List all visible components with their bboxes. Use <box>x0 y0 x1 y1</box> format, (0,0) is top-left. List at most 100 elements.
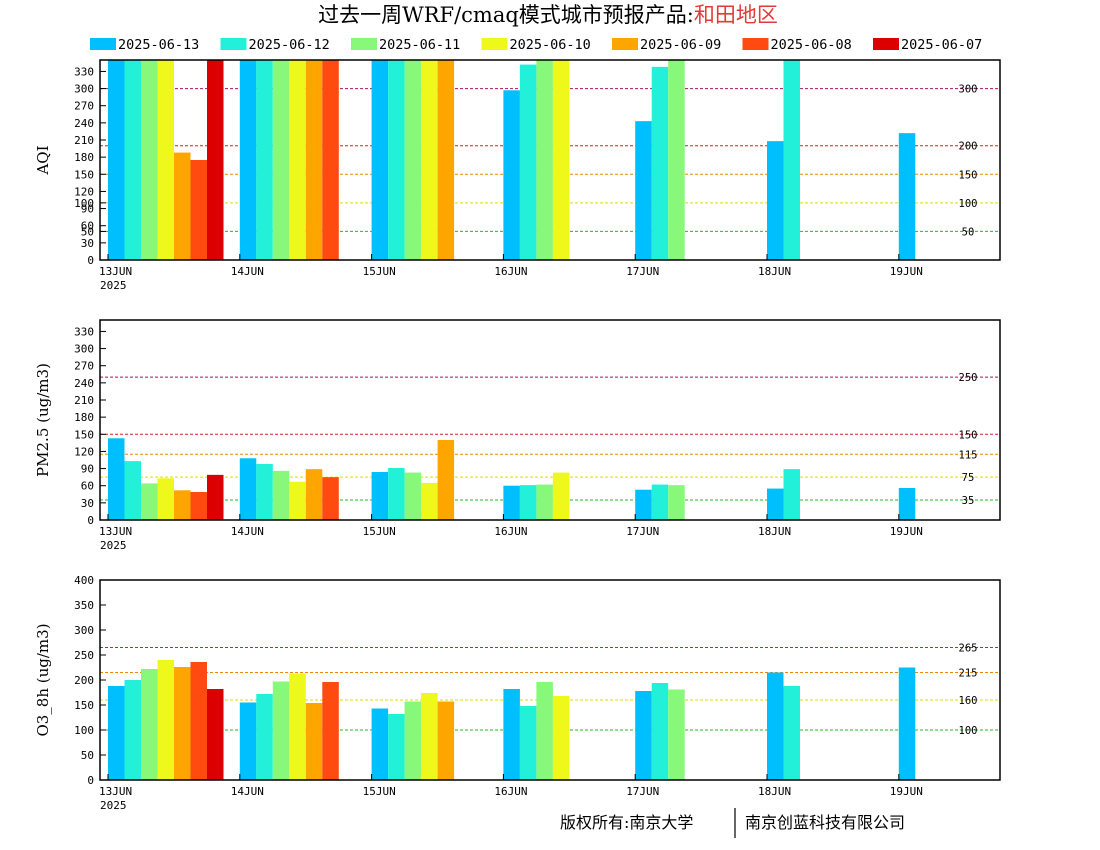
bar-2025-06-12-17JUN <box>651 683 669 780</box>
x-tick-label-14JUN: 14JUN <box>231 525 264 538</box>
y-tick-label-150: 150 <box>74 699 94 712</box>
bar-2025-06-13-19JUN <box>898 488 916 520</box>
threshold-label-35: 35 <box>962 495 975 507</box>
bar-2025-06-09-14JUN <box>305 60 323 260</box>
bar-2025-06-12-13JUN <box>124 461 141 520</box>
y-axis-label: O3_8h (ug/m3) <box>34 623 52 736</box>
bar-2025-06-12-15JUN <box>388 60 405 260</box>
bar-2025-06-12-16JUN <box>519 706 537 780</box>
y-tick-label-180: 180 <box>74 411 94 424</box>
bar-2025-06-09-15JUN <box>437 440 455 520</box>
y-tick-label-30: 30 <box>81 497 94 510</box>
bar-2025-06-10-14JUN <box>289 481 306 520</box>
bar-2025-06-08-13JUN <box>190 492 207 520</box>
threshold-label-250: 250 <box>959 372 978 384</box>
y-tick-label-0: 0 <box>87 254 94 267</box>
y-tick-label-250: 250 <box>74 649 94 662</box>
x-tick-label-16JUN: 16JUN <box>494 785 527 798</box>
threshold-label-115: 115 <box>959 449 978 461</box>
bar-2025-06-12-15JUN <box>388 468 405 520</box>
bar-2025-06-11-13JUN <box>141 483 158 520</box>
bar-2025-06-12-16JUN <box>519 64 537 260</box>
pm25-panel: 250 150 115 75 35 0 30 60 90 120 150 180 210 240 270 30… <box>34 319 1001 552</box>
legend-swatch-2025-06-13 <box>90 38 116 50</box>
bar-2025-06-09-13JUN <box>174 152 191 260</box>
y-tick-label-300: 300 <box>74 343 94 356</box>
legend-label-2025-06-11: 2025-06-11 <box>379 37 460 53</box>
bar-2025-06-12-18JUN <box>783 469 800 520</box>
x-year-label: 2025 <box>100 539 127 552</box>
legend-label-2025-06-08: 2025-06-08 <box>771 37 852 53</box>
y-axis-label: AQI <box>34 145 52 175</box>
bar-2025-06-07-13JUN <box>207 474 224 520</box>
x-year-label: 2025 <box>100 799 127 812</box>
bar-2025-06-12-15JUN <box>388 714 405 780</box>
legend-swatch-2025-06-08 <box>742 38 769 50</box>
threshold-label-215: 215 <box>959 668 978 680</box>
x-tick-label-19JUN: 19JUN <box>890 525 923 538</box>
bar-2025-06-09-13JUN <box>174 490 191 520</box>
bar-2025-06-08-13JUN <box>190 160 207 260</box>
footer-copyright: 版权所有:南京大学 <box>560 813 693 832</box>
plot-frame <box>99 319 1001 521</box>
bar-2025-06-10-13JUN <box>157 660 174 780</box>
bar-2025-06-11-16JUN <box>536 484 553 520</box>
figure-title: 过去一周WRF/cmaq模式城市预报产品:和田地区 <box>318 3 778 27</box>
bar-2025-06-09-13JUN <box>174 667 191 780</box>
x-tick-label-15JUN: 15JUN <box>363 265 396 278</box>
bar-2025-06-08-13JUN <box>190 662 207 780</box>
bar-2025-06-12-16JUN <box>519 485 537 520</box>
bar-2025-06-08-14JUN <box>322 60 339 260</box>
bar-2025-06-07-13JUN <box>207 60 224 260</box>
bar-2025-06-13-17JUN <box>635 489 652 520</box>
bar-2025-06-12-14JUN <box>256 694 273 780</box>
bar-2025-06-12-17JUN <box>651 484 669 520</box>
bar-2025-06-10-13JUN <box>157 60 174 260</box>
bar-2025-06-12-14JUN <box>256 60 273 260</box>
y-tick-label-300: 300 <box>74 83 94 96</box>
legend-label-2025-06-07: 2025-06-07 <box>901 37 982 53</box>
bar-2025-06-11-13JUN <box>141 60 158 260</box>
bar-2025-06-08-14JUN <box>322 477 339 520</box>
bar-2025-06-10-15JUN <box>421 693 438 780</box>
x-tick-label-17JUN: 17JUN <box>626 785 659 798</box>
x-tick-label-19JUN: 19JUN <box>890 785 923 798</box>
title-region: 和田地区 <box>694 3 778 27</box>
aqi-panel: 3002001501005003050609010012015018021024… <box>34 59 1001 292</box>
bar-2025-06-13-14JUN <box>239 60 257 260</box>
bar-2025-06-11-16JUN <box>536 682 553 780</box>
y-tick-label-330: 330 <box>74 65 94 78</box>
threshold-label-265: 265 <box>959 643 978 655</box>
y-tick-label-90: 90 <box>81 463 94 476</box>
legend-swatch-2025-06-12 <box>220 38 247 50</box>
bar-2025-06-11-17JUN <box>668 485 685 520</box>
o3-8h-panel: 265 215 160 100 0 50 100 150 200 250 300 350 400 13JU… <box>34 574 1001 812</box>
y-tick-label-400: 400 <box>74 574 94 587</box>
bar-2025-06-10-15JUN <box>421 60 438 260</box>
bar-2025-06-10-16JUN <box>552 472 570 520</box>
bar-2025-06-13-18JUN <box>767 672 784 780</box>
footer: 版权所有:南京大学 南京创蓝科技有限公司 <box>560 808 905 838</box>
x-tick-label-18JUN: 18JUN <box>758 265 791 278</box>
bar-2025-06-13-14JUN <box>239 702 257 780</box>
bar-2025-06-13-19JUN <box>898 667 916 780</box>
x-tick-label-18JUN: 18JUN <box>758 525 791 538</box>
bar-2025-06-08-14JUN <box>322 682 339 780</box>
x-tick-label-19JUN: 19JUN <box>890 265 923 278</box>
x-tick-label-13JUN: 13JUN <box>99 525 132 538</box>
legend-swatch-2025-06-07 <box>873 38 899 50</box>
bar-2025-06-13-19JUN <box>898 133 916 260</box>
bar-2025-06-13-13JUN <box>108 60 125 260</box>
bar-2025-06-13-18JUN <box>767 488 784 520</box>
y-tick-label-180: 180 <box>74 151 94 164</box>
bar-2025-06-09-14JUN <box>305 469 323 520</box>
y-tick-label-210: 210 <box>74 134 94 147</box>
y-tick-label-350: 350 <box>74 599 94 612</box>
y-tick-label-270: 270 <box>74 360 94 373</box>
x-tick-label-14JUN: 14JUN <box>231 265 264 278</box>
bar-2025-06-13-15JUN <box>371 60 389 260</box>
plot-frame <box>99 59 1001 261</box>
y-tick-label-100: 100 <box>74 197 94 210</box>
bar-2025-06-13-14JUN <box>239 458 257 520</box>
